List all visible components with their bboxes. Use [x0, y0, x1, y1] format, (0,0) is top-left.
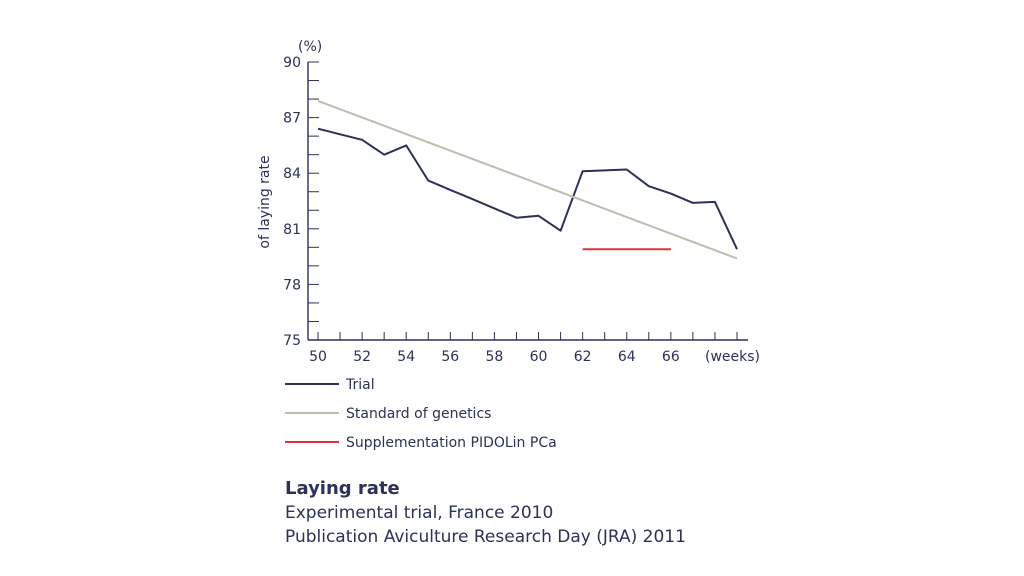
- x-tick-label: 60: [530, 349, 548, 365]
- y-tick-label: 84: [283, 166, 301, 182]
- caption-title: Laying rate: [285, 478, 400, 499]
- series-lines: [317, 99, 738, 260]
- caption: Laying rate Experimental trial, France 2…: [285, 477, 686, 549]
- x-tick-label: 58: [486, 349, 504, 365]
- legend-supplementation-label: Supplementation PIDOLin PCa: [346, 435, 557, 451]
- y-axis-label: of laying rate: [257, 155, 273, 248]
- y-tick-label: 90: [283, 55, 301, 71]
- legend-standard-label: Standard of genetics: [346, 406, 491, 422]
- axes: [307, 62, 748, 341]
- x-unit-label: (weeks): [705, 349, 760, 365]
- x-tick-label: 54: [397, 349, 415, 365]
- x-tick-label: 62: [574, 349, 592, 365]
- y-tick-label: 75: [283, 333, 301, 349]
- laying-rate-chart: of laying rate (%) (weeks) 757881848790 …: [257, 39, 760, 451]
- y-tick-label: 78: [283, 277, 301, 293]
- x-tick-label: 50: [309, 349, 327, 365]
- x-tick-label: 52: [353, 349, 371, 365]
- caption-line-2: Publication Aviculture Research Day (JRA…: [285, 527, 686, 547]
- y-ticks: 75 78 81 84 87 90: [283, 55, 319, 349]
- legend: Trial Standard of genetics Supplementation…: [285, 377, 557, 451]
- x-tick-label: 66: [662, 349, 680, 365]
- caption-line-1: Experimental trial, France 2010: [285, 503, 554, 523]
- y-tick-label: 87: [283, 111, 301, 127]
- legend-trial-label: Trial: [345, 377, 375, 393]
- y-tick-label: 81: [283, 222, 301, 238]
- trial-line: [317, 127, 738, 250]
- x-tick-label: 56: [441, 349, 459, 365]
- x-ticks: 50 52 54 56 58 60 62 64 66: [309, 332, 738, 365]
- x-tick-label: 64: [618, 349, 636, 365]
- y-unit-label: (%): [298, 39, 322, 55]
- standard-of-genetics-line: [317, 99, 738, 260]
